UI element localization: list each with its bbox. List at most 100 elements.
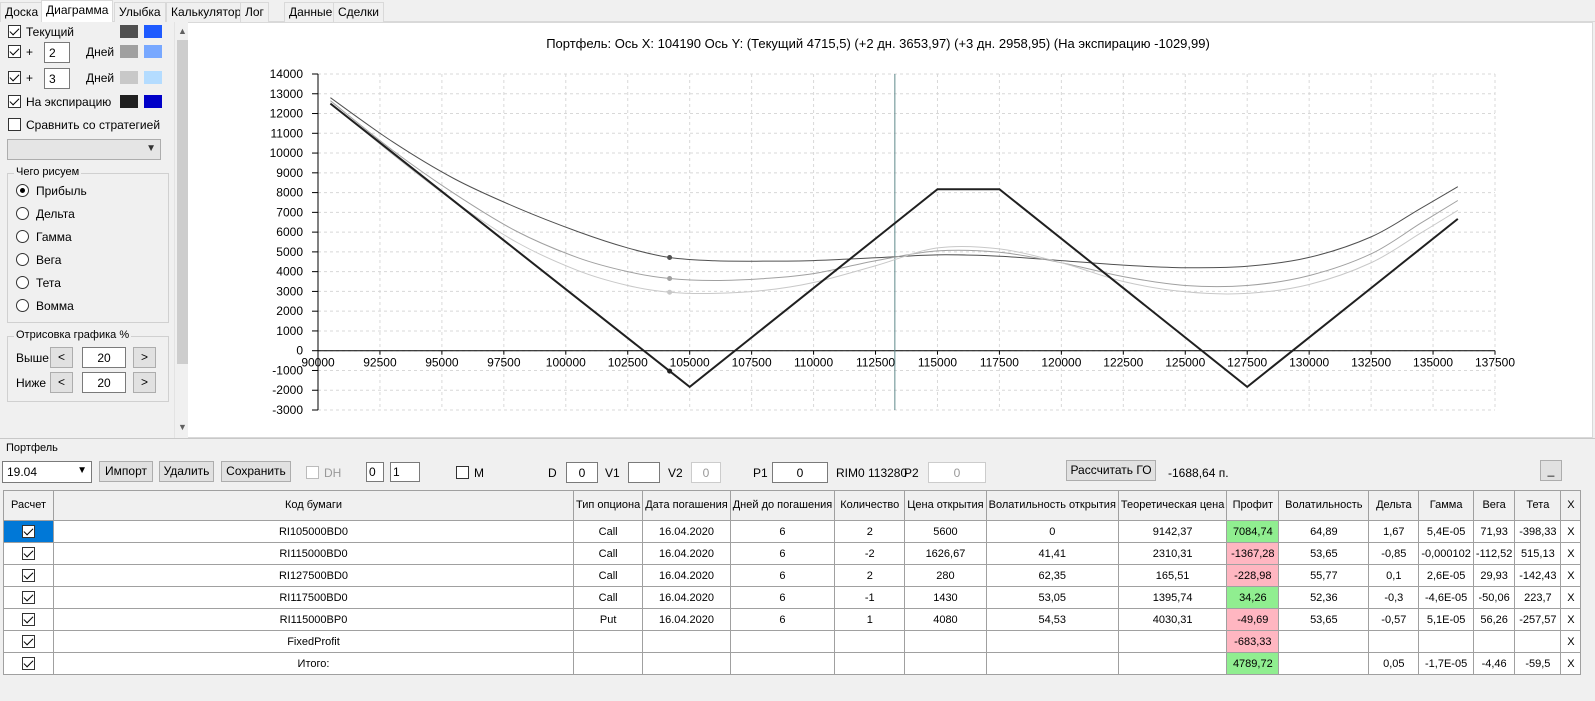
above-decrease-button[interactable]: < (50, 347, 73, 368)
radio-option-1[interactable] (16, 207, 29, 220)
calc-checkbox[interactable] (22, 635, 35, 648)
tab-diagram[interactable]: Диаграмма (41, 0, 114, 23)
radio-option-0[interactable] (16, 184, 29, 197)
current-checkbox[interactable] (8, 25, 21, 38)
column-header[interactable]: Волатильность открытия (985, 490, 1119, 521)
below-decrease-button[interactable]: < (50, 372, 73, 393)
tab-smile[interactable]: Улыбка (114, 2, 166, 22)
calc-go-button[interactable]: Рассчитать ГО (1066, 460, 1156, 481)
table-row[interactable]: FixedProfit -683,33 X (3, 630, 1582, 653)
calc-checkbox[interactable] (22, 591, 35, 604)
tab-trades[interactable]: Сделки (333, 2, 384, 22)
column-header[interactable]: Код бумаги (53, 490, 574, 521)
column-header[interactable]: Дата погашения (642, 490, 731, 521)
plus2-days-input[interactable]: 2 (44, 42, 70, 63)
dh-spinner-1[interactable]: 0 (366, 462, 384, 482)
column-header[interactable]: Цена открытия (904, 490, 987, 521)
column-header[interactable]: Расчет (3, 490, 54, 521)
plus3-checkbox[interactable] (8, 71, 21, 84)
table-row[interactable]: RI127500BD0 Call 16.04.2020 6 2 280 62,35 165,5… (3, 564, 1582, 587)
column-header[interactable]: Тип опциона (572, 490, 644, 521)
remove-row-button[interactable]: X (1560, 652, 1582, 675)
plus2-color-gray[interactable] (120, 45, 138, 58)
remove-row-button[interactable]: X (1560, 520, 1582, 543)
tab-log[interactable]: Лог (240, 2, 269, 22)
above-increase-button[interactable]: > (133, 347, 156, 368)
scroll-down-icon[interactable]: ▼ (178, 422, 187, 432)
radio-option-label: Гамма (36, 230, 72, 244)
m-checkbox[interactable] (456, 466, 469, 479)
remove-row-button[interactable]: X (1560, 586, 1582, 609)
scroll-thumb[interactable] (177, 40, 188, 364)
strategy-select[interactable]: ▼ (7, 139, 161, 160)
calc-checkbox-cell[interactable] (3, 520, 54, 543)
calc-checkbox[interactable] (22, 525, 35, 538)
remove-row-button[interactable]: X (1560, 542, 1582, 565)
calc-checkbox[interactable] (22, 613, 35, 626)
table-row[interactable]: RI115000BD0 Call 16.04.2020 6 -2 1626,67 41,41… (3, 542, 1582, 565)
scroll-up-icon[interactable]: ▲ (178, 26, 187, 36)
column-header[interactable]: Дней до погашения (729, 490, 836, 521)
column-header[interactable]: Гамма (1418, 490, 1474, 521)
current-color-blue[interactable] (144, 25, 162, 38)
below-value-input[interactable]: 20 (82, 372, 126, 393)
column-header[interactable]: Тета (1514, 490, 1562, 521)
table-row[interactable]: RI117500BD0 Call 16.04.2020 6 -1 1430 53,05 139… (3, 586, 1582, 609)
sidebar-scrollbar[interactable]: ▲ ▼ (174, 22, 188, 438)
calc-checkbox-cell[interactable] (3, 630, 54, 653)
table-row[interactable]: RI115000BP0 Put 16.04.2020 6 1 4080 54,53 4030,… (3, 608, 1582, 631)
column-header[interactable]: Волатильность (1278, 490, 1370, 521)
delete-button[interactable]: Удалить (159, 461, 214, 482)
table-row[interactable]: Итого: 4789,72 0,05 -1,7E-05 -4,46 -59,5 X (3, 652, 1582, 675)
above-value-input[interactable]: 20 (82, 347, 126, 368)
plus3-color-gray[interactable] (120, 71, 138, 84)
expiration-color-blue[interactable] (144, 95, 162, 108)
plus3-color-blue[interactable] (144, 71, 162, 84)
calc-checkbox[interactable] (22, 547, 35, 560)
radio-option-5[interactable] (16, 299, 29, 312)
remove-row-button[interactable]: X (1560, 608, 1582, 631)
plus2-checkbox[interactable] (8, 45, 21, 58)
calc-checkbox[interactable] (22, 569, 35, 582)
below-increase-button[interactable]: > (133, 372, 156, 393)
column-header[interactable]: Количество (834, 490, 906, 521)
calc-checkbox-cell[interactable] (3, 564, 54, 587)
calc-checkbox-cell[interactable] (3, 542, 54, 565)
dh-checkbox[interactable] (306, 466, 319, 479)
column-header[interactable]: X (1560, 490, 1582, 521)
calc-checkbox[interactable] (22, 657, 35, 670)
d-input[interactable]: 0 (566, 462, 598, 483)
compare-checkbox[interactable] (8, 118, 21, 131)
tab-board[interactable]: Доска (0, 2, 44, 22)
expiration-checkbox[interactable] (8, 95, 21, 108)
current-color-gray[interactable] (120, 25, 138, 38)
minimize-button[interactable]: _ (1540, 460, 1562, 481)
table-row[interactable]: RI105000BD0 Call 16.04.2020 6 2 5600 0 9142,37 7… (3, 520, 1582, 543)
plus3-days-input[interactable]: 3 (44, 68, 70, 89)
column-header[interactable]: Профит (1226, 490, 1280, 521)
radio-option-4[interactable] (16, 276, 29, 289)
calc-checkbox-cell[interactable] (3, 608, 54, 631)
column-header[interactable]: Дельта (1368, 490, 1420, 521)
p2-input[interactable]: 0 (928, 462, 986, 483)
p1-input[interactable]: 0 (772, 462, 828, 483)
tab-data[interactable]: Данные (284, 2, 338, 22)
dh-spinner-2[interactable]: 1 (390, 462, 420, 482)
column-header[interactable]: Вега (1472, 490, 1516, 521)
pnl-chart[interactable]: Портфель: Ось X: 104190 Ось Y: (Текущий … (188, 22, 1588, 436)
calc-checkbox-cell[interactable] (3, 652, 54, 675)
radio-option-3[interactable] (16, 253, 29, 266)
radio-option-2[interactable] (16, 230, 29, 243)
v2-input[interactable]: 0 (691, 462, 721, 483)
calc-checkbox-cell[interactable] (3, 586, 54, 609)
remove-row-button[interactable]: X (1560, 564, 1582, 587)
tab-calculator[interactable]: Калькулятор (166, 2, 247, 22)
plus2-color-blue[interactable] (144, 45, 162, 58)
column-header[interactable]: Теоретическая цена (1117, 490, 1228, 521)
save-button[interactable]: Сохранить (221, 461, 291, 482)
import-button[interactable]: Импорт (99, 461, 153, 482)
date-select[interactable]: 19.04 ▼ (2, 461, 92, 483)
expiration-color-black[interactable] (120, 95, 138, 108)
v1-input[interactable] (628, 462, 660, 483)
remove-row-button[interactable]: X (1560, 630, 1582, 653)
